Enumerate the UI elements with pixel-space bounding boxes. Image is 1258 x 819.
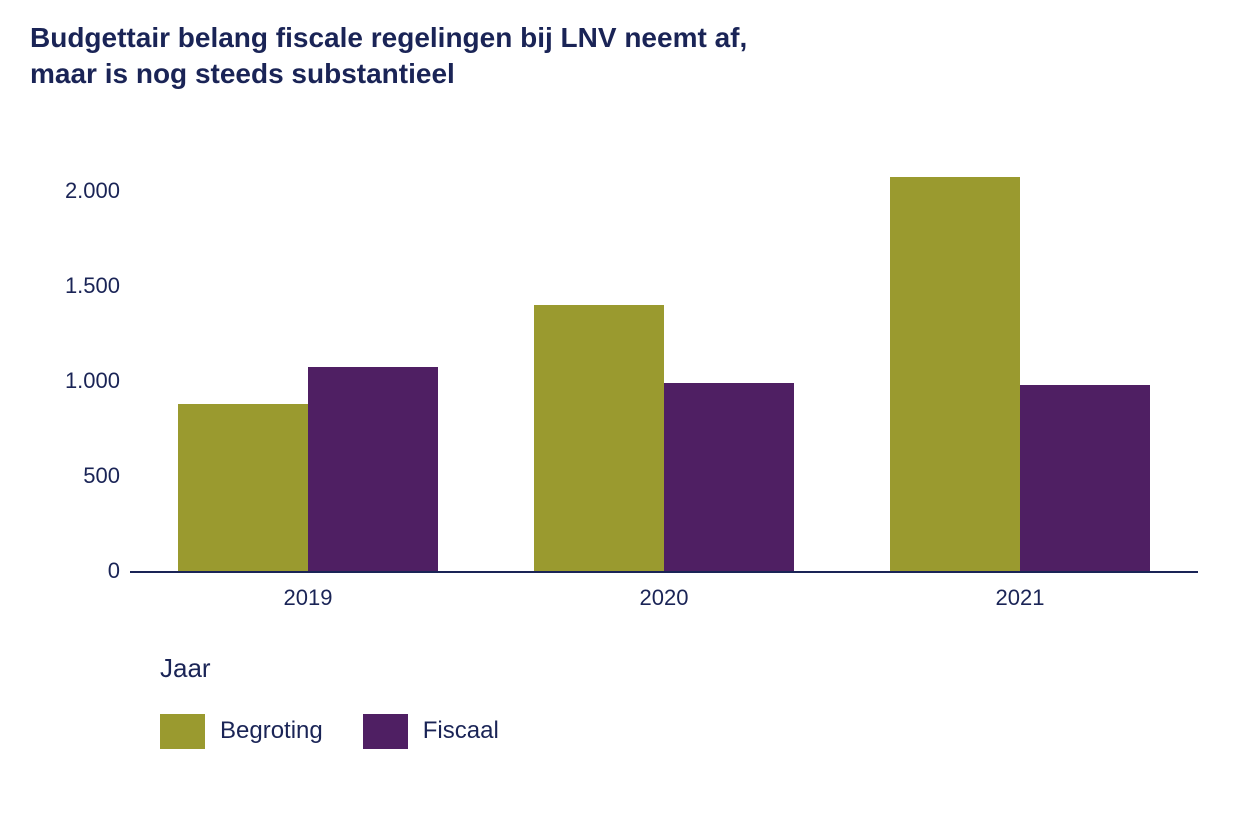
x-tick-label: 2020 — [486, 585, 842, 611]
legend-swatch — [363, 714, 408, 749]
bar-group: 2019 — [130, 153, 486, 571]
bar-begroting — [890, 177, 1020, 570]
x-tick-label: 2019 — [130, 585, 486, 611]
legend: Begroting Fiscaal — [160, 714, 1228, 749]
bar-group: 2020 — [486, 153, 842, 571]
bar-groups: 201920202021 — [130, 153, 1198, 571]
legend-label: Fiscaal — [423, 717, 499, 745]
x-tick-label: 2021 — [842, 585, 1198, 611]
bar-fiscaal — [664, 383, 794, 571]
y-tick-label: 1.000 — [50, 368, 120, 394]
bar-begroting — [178, 404, 308, 571]
legend-label: Begroting — [220, 717, 323, 745]
y-tick-label: 2.000 — [50, 178, 120, 204]
x-axis-label: Jaar — [160, 653, 1228, 684]
bar-group: 2021 — [842, 153, 1198, 571]
bar-fiscaal — [1020, 385, 1150, 571]
bar-fiscaal — [308, 367, 438, 570]
legend-item: Begroting — [160, 714, 323, 749]
legend-swatch — [160, 714, 205, 749]
plot-region: 05001.0001.5002.000 201920202021 — [130, 153, 1198, 573]
chart-area: 05001.0001.5002.000 201920202021 — [130, 153, 1198, 623]
y-tick-label: 1.500 — [50, 273, 120, 299]
legend-item: Fiscaal — [363, 714, 499, 749]
chart-title: Budgettair belang fiscale regelingen bij… — [30, 20, 1228, 93]
chart-title-line1: Budgettair belang fiscale regelingen bij… — [30, 20, 1228, 56]
chart-title-line2: maar is nog steeds substantieel — [30, 56, 1228, 92]
y-tick-label: 0 — [50, 558, 120, 584]
bar-begroting — [534, 305, 664, 571]
y-tick-label: 500 — [50, 463, 120, 489]
